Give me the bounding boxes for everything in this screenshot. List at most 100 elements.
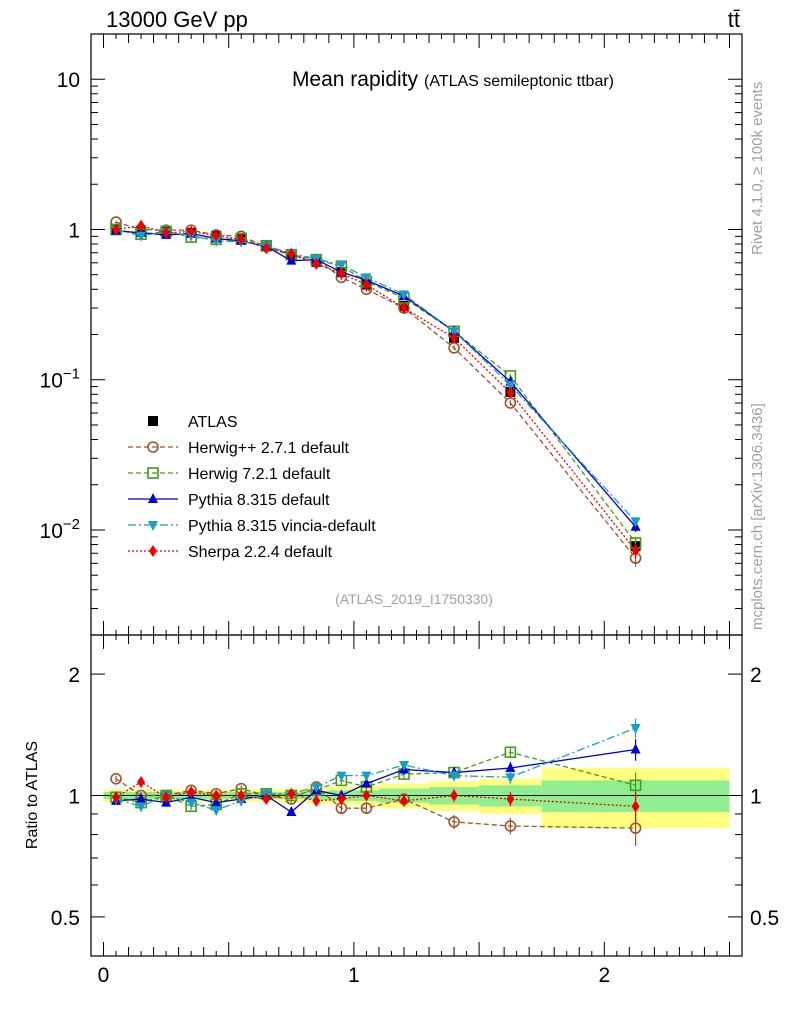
marker-triangle-down [361,273,372,284]
marker-diamond [112,791,121,804]
marker-triangle-up [505,761,516,772]
main-y-tick-label: 10−1 [40,366,80,393]
marker-diamond [162,791,171,804]
marker-triangle-down [136,231,147,242]
legend-item: Herwig 7.2.1 default [128,466,331,483]
legend-label: Pythia 8.315 vincia-default [188,518,376,535]
legend-label: Sherpa 2.2.4 default [188,544,333,561]
tick-labels: 10 1 10−1 10−2 2 2 1 1 0.5 0.5 0 1 2 [40,69,780,987]
marker-diamond [187,225,196,238]
marker-triangle-down [505,381,516,392]
marker-triangle-up [630,743,641,754]
marker-triangle-down [630,517,641,528]
marker-square-open [147,467,159,479]
process-label: tt̄ [728,7,740,32]
marker-triangle-down [148,521,158,531]
marker-triangle-down [398,761,409,772]
marker-diamond [162,226,171,239]
main-series-1 [110,216,642,567]
marker-triangle-down [136,802,147,813]
marker-diamond [506,793,515,806]
marker-diamond [262,242,271,255]
main-series-5 [112,219,640,559]
marker-triangle-down [505,773,516,784]
marker-square-open [629,779,642,792]
ratio-series-layer [110,718,642,846]
legend-item: Pythia 8.315 default [128,492,330,509]
marker-triangle-down [398,290,409,301]
ratio-y-tick-label-right: 0.5 [750,907,779,930]
analysis-id: (ATLAS_2019_I1750330) [335,591,493,607]
marker-diamond [149,545,157,557]
marker-diamond [312,794,321,807]
marker-diamond [399,302,408,315]
marker-triangle-down [311,782,322,793]
marker-circle-open [504,820,517,832]
main-series-layer [110,216,642,567]
marker-triangle-down [186,798,197,809]
marker-diamond [450,331,459,344]
main-y-tick-label: 10 [57,69,80,92]
marker-diamond [506,386,515,399]
marker-triangle-up [286,806,297,817]
marker-square [148,416,158,426]
main-y-tick-label: 1 [68,219,80,242]
marker-circle-open [629,822,642,834]
legend-item: Herwig++ 2.7.1 default [128,440,350,457]
chart-subtitle: (ATLAS semileptonic ttbar) [424,73,614,90]
marker-triangle-down [449,771,460,782]
marker-circle-open [147,441,159,453]
marker-diamond [631,544,640,557]
marker-triangle-down [630,724,641,735]
legend-item: ATLAS [148,414,238,431]
energy-label: 13000 GeV pp [106,7,248,32]
marker-diamond [399,794,408,807]
marker-square-open [504,746,517,759]
marker-diamond [237,789,246,802]
marker-diamond [212,229,221,242]
marker-diamond [112,223,121,236]
rivet-label: Rivet 4.1.0, ≥ 100k events [749,82,766,255]
marker-triangle-down [236,796,247,807]
legend-label: Pythia 8.315 default [188,492,330,509]
marker-diamond [337,267,346,280]
marker-triangle-down [336,771,347,782]
ratio-series-4 [112,776,640,822]
legend-label: Herwig++ 2.7.1 default [188,440,350,457]
marker-diamond [362,789,371,802]
marker-triangle-up [211,796,222,807]
ratio-y-tick-label: 0.5 [51,907,80,930]
legend-label: Herwig 7.2.1 default [188,466,331,483]
ratio-y-tick-label-right: 1 [750,786,762,809]
marker-diamond [137,776,146,789]
legend-item: Sherpa 2.2.4 default [128,544,333,561]
series-line [115,751,636,807]
x-tick-label: 2 [598,964,610,987]
chart-title: Mean rapidity [292,68,419,91]
ratio-ylabel: Ratio to ATLAS [24,741,41,849]
main-series-3 [111,224,641,532]
marker-circle-open [110,773,122,785]
marker-diamond [312,257,321,270]
legend: ATLAS Herwig++ 2.7.1 default Herwig 7.2.1 … [128,414,376,561]
ratio-y-tick-label: 2 [68,664,80,687]
legend-label: ATLAS [188,414,238,431]
marker-diamond [362,278,371,291]
marker-triangle-down [211,236,222,247]
marker-triangle-up [136,793,147,804]
marker-diamond [262,793,271,806]
marker-diamond [187,786,196,799]
mcplots-label: mcplots.cern.ch [arXiv:1306.3436] [749,403,766,630]
x-tick-label: 1 [348,964,360,987]
marker-diamond [287,787,296,800]
marker-diamond [237,233,246,246]
ratio-axes [90,634,743,957]
marker-diamond [287,247,296,260]
marker-circle-open [448,816,460,828]
ratio-y-tick-label-right: 2 [750,664,762,687]
marker-triangle-down [211,806,222,817]
legend-item: Pythia 8.315 vincia-default [128,518,376,535]
marker-circle-open [360,802,373,815]
main-y-tick-label: 10−2 [40,516,80,543]
